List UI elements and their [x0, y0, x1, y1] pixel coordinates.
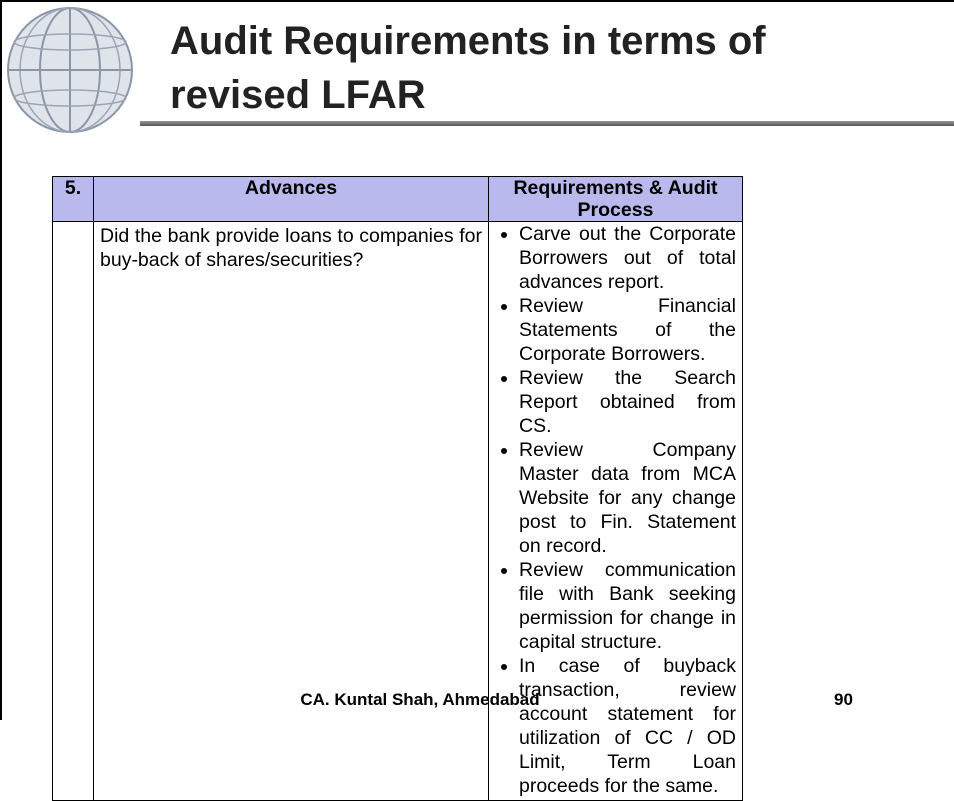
- points-list: Carve out the Corporate Borrowers out of…: [495, 222, 736, 800]
- point: Review Financial Statements of the Corpo…: [519, 294, 736, 366]
- header-cell: Requirements & Audit Process: [488, 176, 743, 222]
- question-cell: Did the bank provide loans to companies …: [93, 221, 489, 801]
- point: Review Company Master data from MCA Webs…: [519, 438, 736, 558]
- body-row: Did the bank provide loans to companies …: [52, 221, 743, 801]
- header-cell: Advances: [93, 176, 489, 222]
- page-number: 90: [834, 690, 853, 709]
- header-cell: 5.: [52, 176, 94, 222]
- globe-icon: [7, 7, 133, 133]
- point: Carve out the Corporate Borrowers out of…: [519, 222, 736, 294]
- points-cell: Carve out the Corporate Borrowers out of…: [488, 221, 743, 801]
- slide-frame: [0, 0, 954, 720]
- slide: Audit Requirements in terms of revised L…: [0, 0, 954, 720]
- footer-author: CA. Kuntal Shah, Ahmedabad: [300, 690, 540, 709]
- title-rule: [140, 121, 954, 126]
- number-cell: [52, 221, 94, 801]
- point: In case of buyback transaction, review a…: [519, 654, 736, 798]
- point: Review the Search Report obtained from C…: [519, 366, 736, 438]
- header-row: 5. Advances Requirements & Audit Process: [52, 176, 743, 222]
- slide-title: Audit Requirements in terms of revised L…: [170, 19, 766, 117]
- requirements-table: 5. Advances Requirements & Audit Process…: [52, 176, 743, 801]
- point: Review communication file with Bank seek…: [519, 558, 736, 654]
